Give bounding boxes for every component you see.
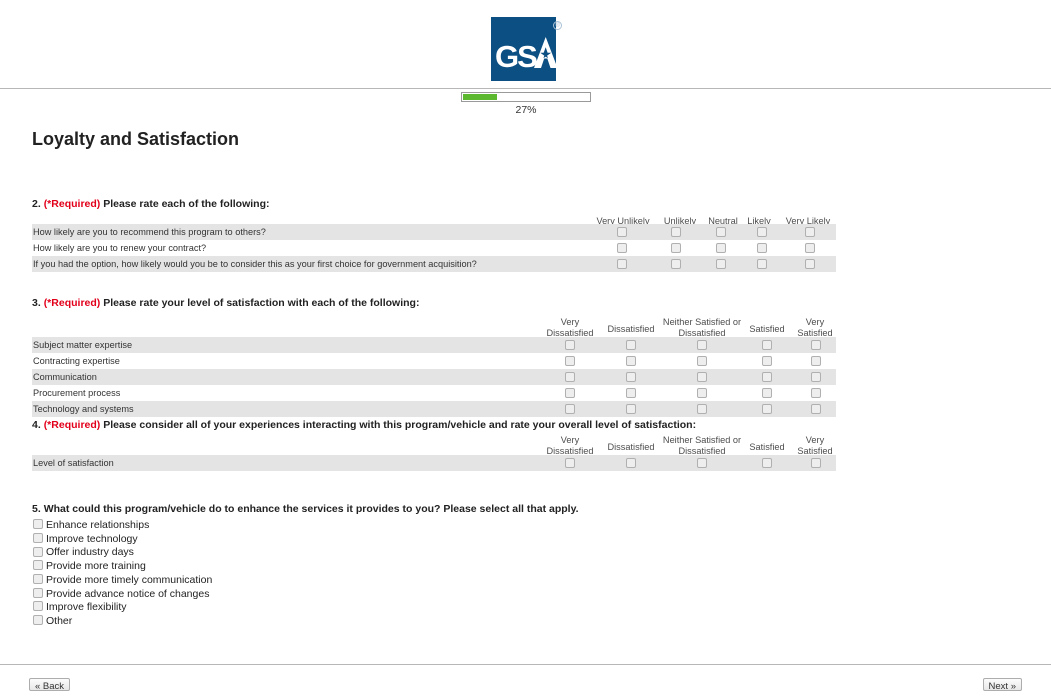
- svg-text:GS: GS: [495, 39, 537, 74]
